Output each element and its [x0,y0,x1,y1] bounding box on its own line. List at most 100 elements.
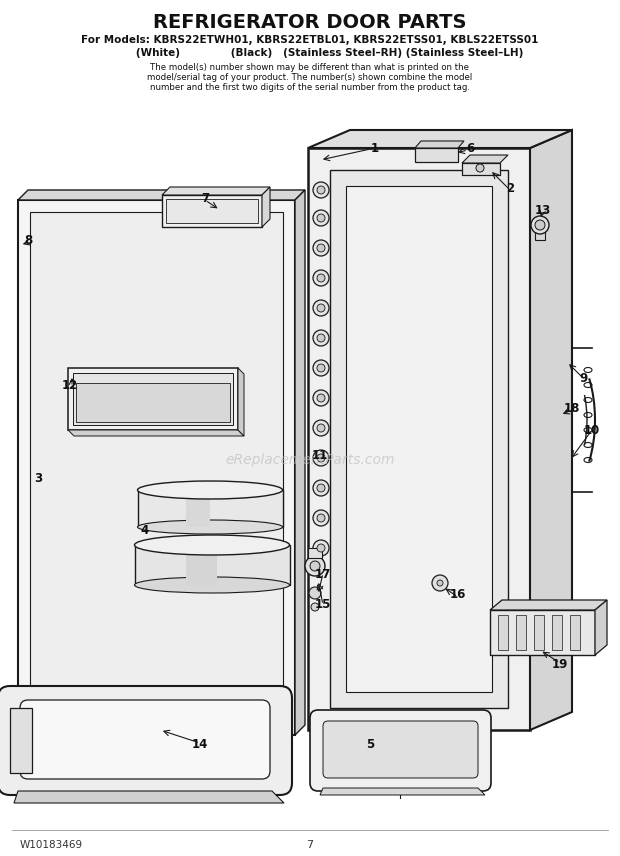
Text: 10: 10 [584,424,600,437]
Polygon shape [68,430,244,436]
Circle shape [476,164,484,172]
Text: model/serial tag of your product. The number(s) shown combine the model: model/serial tag of your product. The nu… [148,73,472,81]
Circle shape [313,182,329,198]
Text: 7: 7 [201,192,209,205]
Circle shape [317,364,325,372]
Text: number and the first two digits of the serial number from the product tag.: number and the first two digits of the s… [150,82,470,92]
Polygon shape [76,383,230,422]
Text: For Models: KBRS22ETWH01, KBRS22ETBL01, KBRS22ETSS01, KBLS22ETSS01: For Models: KBRS22ETWH01, KBRS22ETBL01, … [81,35,539,45]
Polygon shape [462,163,500,175]
Text: 13: 13 [535,204,551,217]
Circle shape [535,220,545,230]
Polygon shape [135,545,290,585]
FancyBboxPatch shape [0,686,292,795]
Polygon shape [535,225,545,240]
Circle shape [317,214,325,222]
Text: 14: 14 [192,739,208,752]
Circle shape [317,304,325,312]
Circle shape [310,561,320,571]
Polygon shape [73,373,233,425]
Circle shape [317,484,325,492]
Circle shape [311,603,319,611]
Polygon shape [186,545,217,585]
Text: 15: 15 [315,598,331,611]
Circle shape [313,330,329,346]
Polygon shape [30,212,283,723]
Polygon shape [490,600,607,610]
Polygon shape [262,187,270,227]
Polygon shape [330,170,508,708]
Circle shape [437,580,443,586]
Text: 7: 7 [306,840,314,850]
Circle shape [317,244,325,252]
Text: 16: 16 [450,589,466,602]
Circle shape [313,360,329,376]
Polygon shape [10,708,32,773]
Polygon shape [68,368,238,430]
Polygon shape [18,190,305,200]
Text: 11: 11 [312,449,328,461]
Polygon shape [534,615,544,650]
FancyBboxPatch shape [323,721,478,778]
Polygon shape [166,199,258,223]
Ellipse shape [135,535,290,555]
Text: 19: 19 [552,658,568,671]
Text: 6: 6 [466,141,474,154]
Text: The model(s) number shown may be different than what is printed on the: The model(s) number shown may be differe… [151,62,469,72]
Polygon shape [490,610,595,655]
Text: 8: 8 [24,234,32,247]
Circle shape [317,454,325,462]
Text: 17: 17 [315,568,331,581]
Ellipse shape [138,481,283,499]
Polygon shape [308,148,530,730]
Text: 4: 4 [141,524,149,537]
Text: 9: 9 [579,372,587,384]
Text: 12: 12 [62,378,78,391]
Ellipse shape [135,577,290,593]
Polygon shape [138,490,283,527]
Text: (White)              (Black)   (Stainless Steel–RH) (Stainless Steel–LH): (White) (Black) (Stainless Steel–RH) (St… [96,48,524,58]
Polygon shape [346,186,492,692]
Polygon shape [552,615,562,650]
Polygon shape [415,141,464,148]
Polygon shape [462,155,508,163]
Circle shape [313,300,329,316]
Text: REFRIGERATOR DOOR PARTS: REFRIGERATOR DOOR PARTS [153,13,467,32]
Circle shape [313,240,329,256]
Polygon shape [320,788,485,795]
Polygon shape [238,368,244,436]
Circle shape [313,540,329,556]
Polygon shape [530,130,572,730]
Text: 2: 2 [506,181,514,194]
Polygon shape [295,190,305,735]
Circle shape [313,480,329,496]
Polygon shape [14,791,284,803]
Circle shape [313,210,329,226]
Circle shape [309,587,321,599]
Polygon shape [162,195,262,227]
Circle shape [273,567,283,577]
Text: eReplacementParts.com: eReplacementParts.com [225,453,395,467]
Text: 1: 1 [371,141,379,154]
Text: 5: 5 [366,739,374,752]
Text: W10183469: W10183469 [20,840,83,850]
Polygon shape [595,600,607,655]
Circle shape [313,420,329,436]
Circle shape [317,424,325,432]
Circle shape [313,450,329,466]
Circle shape [432,575,448,591]
Polygon shape [308,130,572,148]
Polygon shape [162,187,270,195]
Text: 18: 18 [564,401,580,414]
Circle shape [317,394,325,402]
Circle shape [317,186,325,194]
Text: 3: 3 [34,472,42,484]
Polygon shape [516,615,526,650]
FancyBboxPatch shape [310,710,491,791]
Circle shape [305,556,325,576]
Circle shape [317,544,325,552]
Polygon shape [570,615,580,650]
Circle shape [313,390,329,406]
Polygon shape [186,490,210,527]
Polygon shape [18,200,295,735]
